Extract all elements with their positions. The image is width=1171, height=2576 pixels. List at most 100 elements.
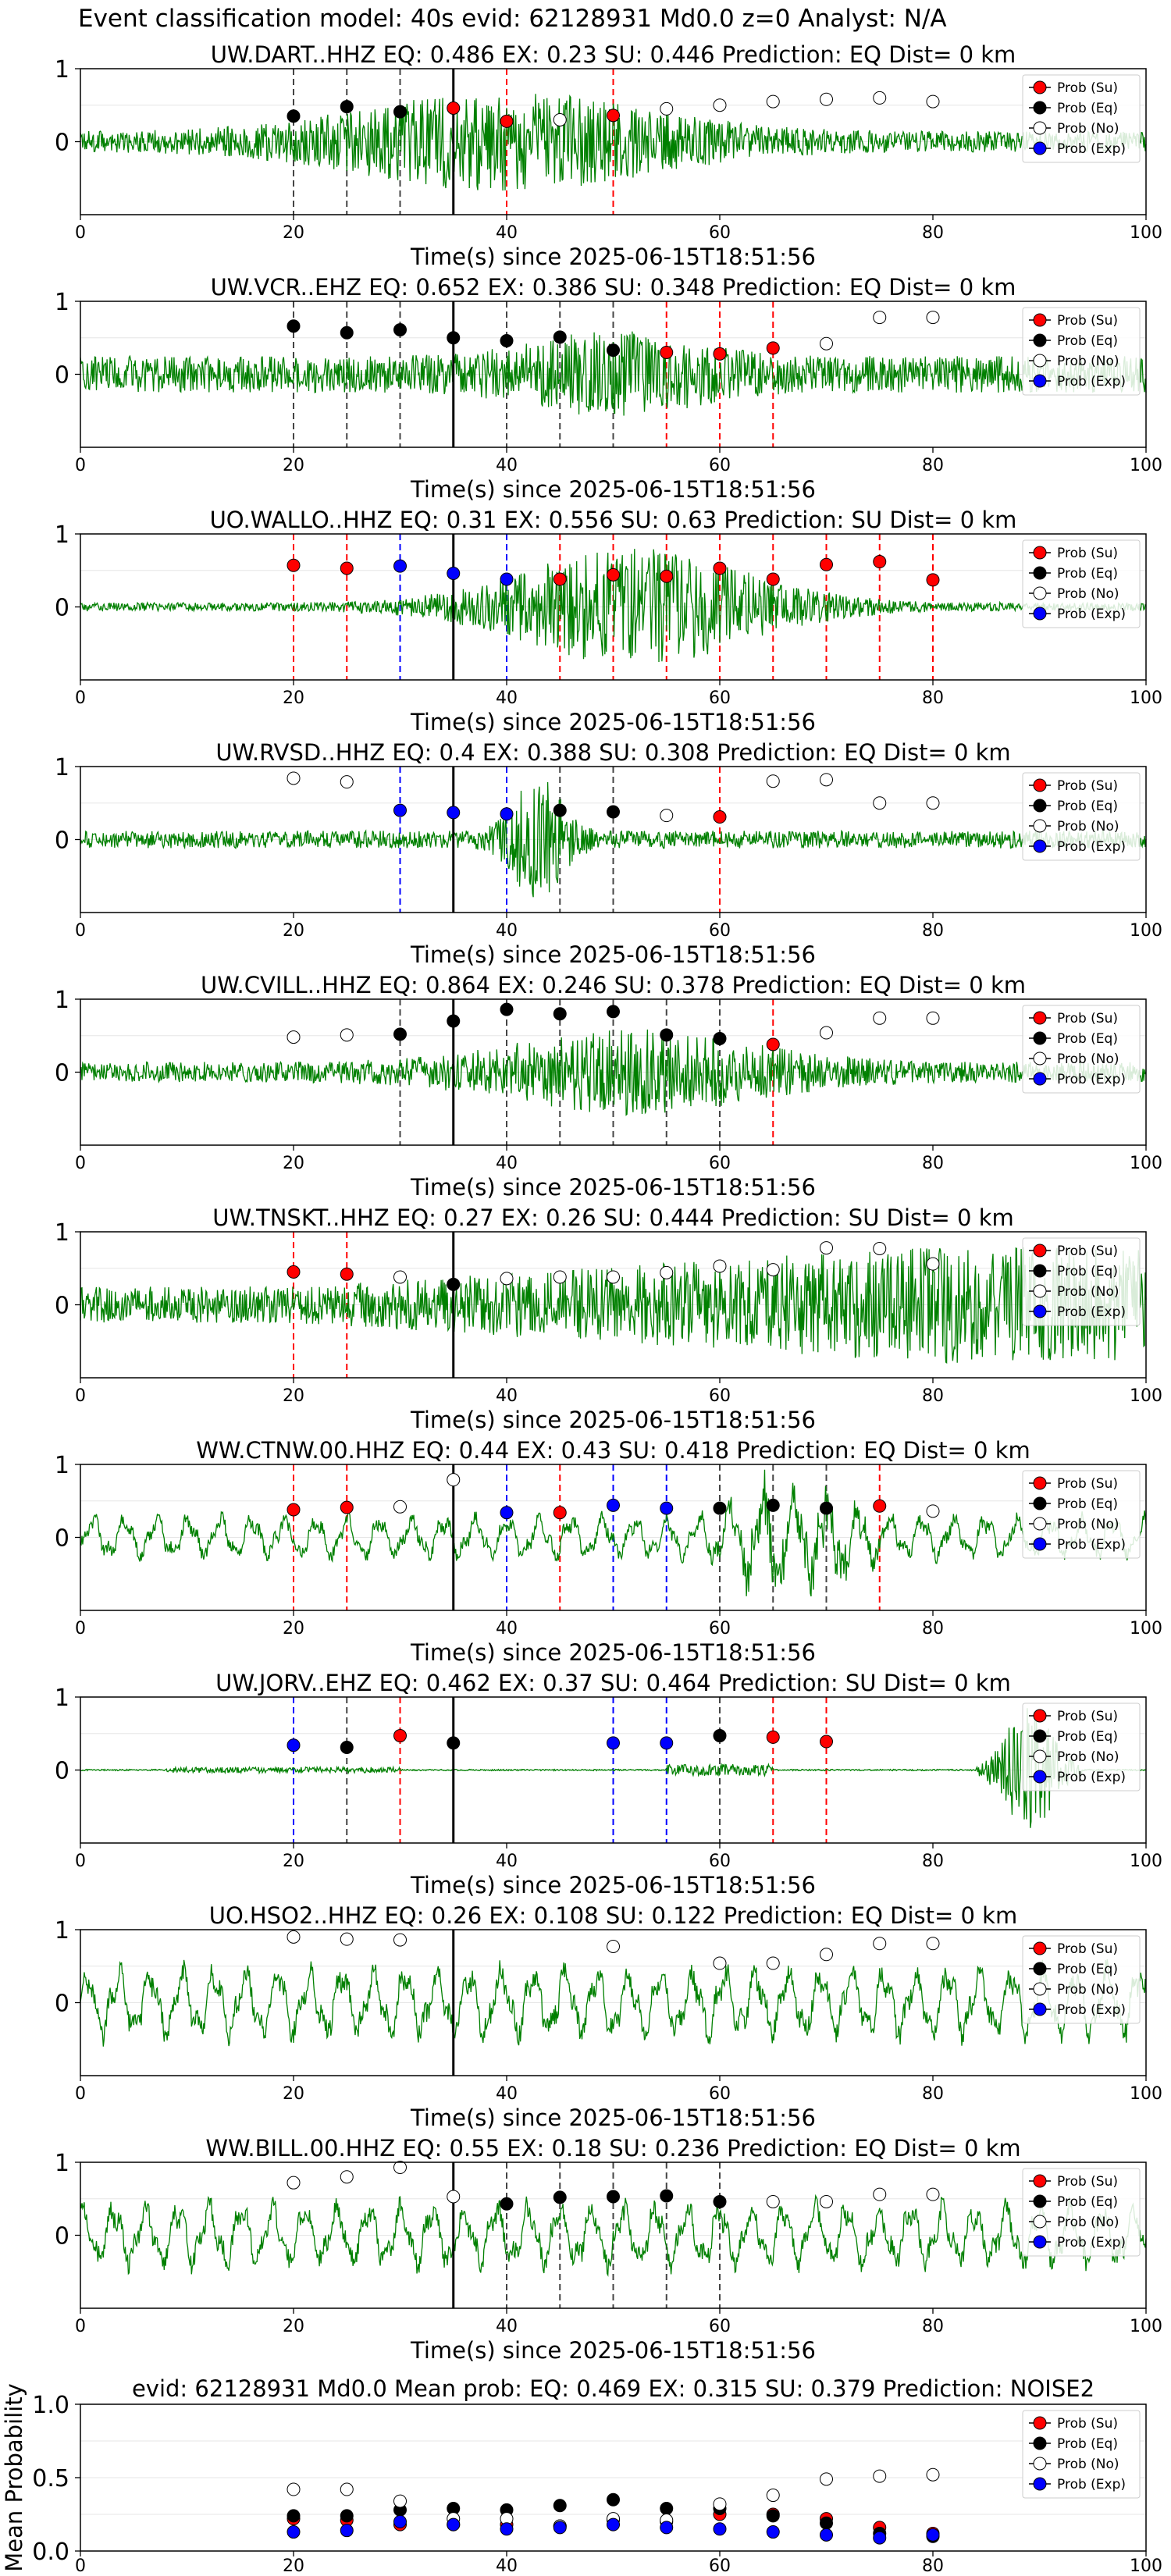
x-tick-label: 40 [496, 2084, 518, 2104]
legend-label: Prob (No) [1057, 1982, 1119, 1998]
probability-point [393, 1500, 407, 1514]
probability-point [340, 1500, 354, 1514]
probability-point [447, 1473, 461, 1487]
x-tick-label: 40 [496, 1154, 518, 1173]
x-tick-label: 60 [709, 1154, 731, 1173]
mean-probability-point [766, 2489, 780, 2503]
probability-point [766, 1730, 780, 1744]
x-tick-label: 0 [75, 1386, 86, 1406]
legend-box [1022, 307, 1141, 396]
probability-point [766, 774, 780, 788]
seismogram-trace [80, 2194, 1147, 2277]
x-tick-label: 0 [75, 2084, 86, 2104]
legend-marker [1033, 1496, 1047, 1510]
legend-label: Prob (No) [1057, 1284, 1119, 1300]
legend-label: Prob (Su) [1057, 313, 1118, 329]
x-tick-label: 100 [1130, 2084, 1162, 2104]
x-tick-label: 60 [709, 456, 731, 475]
probability-point [393, 803, 407, 817]
legend-label: Prob (Exp) [1057, 839, 1126, 855]
mean-probability-point [660, 2501, 674, 2515]
x-tick-label: 60 [709, 2317, 731, 2336]
y-tick-label: 1 [55, 289, 69, 316]
legend-label: Prob (No) [1057, 819, 1119, 834]
station-panel: 0 20 40 60 80 100 0 1 UO.HSO2..HHZ EQ: 0.26 EX: … [55, 1902, 1162, 2131]
seismogram-trace [80, 1959, 1147, 2047]
mean-probability-point [926, 2528, 940, 2542]
legend-label: Prob (No) [1057, 586, 1119, 602]
x-tick-label: 0 [75, 921, 86, 941]
probability-point [926, 573, 940, 587]
probability-point [393, 1027, 407, 1041]
legend-label: Prob (Su) [1057, 2416, 1118, 2432]
legend-box [1022, 1237, 1141, 1326]
legend-label: Prob (Eq) [1057, 2436, 1118, 2452]
probability-point [713, 561, 727, 575]
probability-point [873, 1011, 887, 1025]
panel-title: WW.BILL.00.HHZ EQ: 0.55 EX: 0.18 SU: 0.2… [205, 2135, 1020, 2161]
mean-probability-point [340, 2509, 354, 2523]
x-tick-label: 0 [75, 2317, 86, 2336]
y-axis-label: Mean Probability [1, 2383, 27, 2572]
mean-probability-point [393, 2514, 407, 2528]
legend-box [1022, 2410, 1141, 2499]
y-tick-label: 1 [55, 1685, 69, 1712]
legend-marker [1033, 1709, 1047, 1723]
legend-marker [1033, 1244, 1047, 1258]
legend-marker [1033, 1770, 1047, 1784]
panel-title: UO.WALLO..HHZ EQ: 0.31 EX: 0.556 SU: 0.6… [210, 507, 1017, 533]
probability-point [820, 1948, 833, 1962]
x-tick-label: 60 [709, 1852, 731, 1871]
probability-point [926, 1257, 940, 1271]
y-tick-label: 0 [55, 1293, 69, 1320]
legend-marker [1033, 1011, 1047, 1025]
x-tick-label: 0 [75, 456, 86, 475]
legend-label: Prob (Exp) [1057, 2477, 1126, 2492]
probability-point [393, 559, 407, 573]
x-tick-label: 100 [1130, 1619, 1162, 1638]
probability-point [500, 1272, 514, 1286]
legend-label: Prob (Exp) [1057, 2002, 1126, 2018]
mean-probability-point [500, 2522, 514, 2536]
probability-point [553, 112, 567, 126]
x-tick-label: 100 [1130, 223, 1162, 243]
probability-point [447, 1736, 461, 1750]
x-tick-label: 40 [496, 1852, 518, 1871]
legend-marker [1033, 1304, 1047, 1318]
x-tick-label: 40 [496, 688, 518, 708]
probability-point [820, 1735, 833, 1749]
probability-point [660, 101, 674, 116]
x-tick-label: 80 [922, 223, 944, 243]
x-tick-label: 80 [922, 2084, 944, 2104]
probability-point [820, 557, 833, 571]
probability-point [287, 1030, 301, 1044]
y-tick-label: 1 [55, 754, 69, 781]
legend-marker [1033, 1749, 1047, 1763]
x-tick-label: 0 [75, 688, 86, 708]
legend-marker [1033, 2477, 1047, 2491]
station-panel: 0 20 40 60 80 100 0 1 UW.VCR..EHZ EQ: 0.652 EX: … [55, 274, 1162, 503]
mean-probability-point [607, 2517, 620, 2532]
legend-marker [1033, 607, 1047, 621]
x-axis-label: Time(s) since 2025-06-15T18:51:56 [410, 1639, 816, 1666]
y-tick-label: 1 [55, 1219, 69, 1247]
y-tick-label: 1 [55, 2150, 69, 2177]
mean-probability-point [607, 2492, 620, 2507]
x-tick-label: 20 [283, 1386, 304, 1406]
probability-point [607, 1498, 620, 1512]
y-tick-label: 0 [55, 595, 69, 622]
probability-point [873, 2187, 887, 2201]
probability-point [766, 94, 780, 109]
legend-marker [1033, 2174, 1047, 2188]
legend-marker [1033, 1476, 1047, 1490]
seismogram-trace [80, 1708, 1147, 1828]
x-axis-label: Time(s) since 2025-06-15T18:51:56 [410, 1407, 816, 1433]
legend-label: Prob (No) [1057, 1749, 1119, 1765]
probability-point [713, 810, 727, 824]
x-tick-label: 80 [922, 1154, 944, 1173]
mean-probability-point [340, 2482, 354, 2496]
legend-marker [1033, 1051, 1047, 1066]
mean-probability-point [447, 2517, 461, 2532]
probability-point [447, 566, 461, 580]
